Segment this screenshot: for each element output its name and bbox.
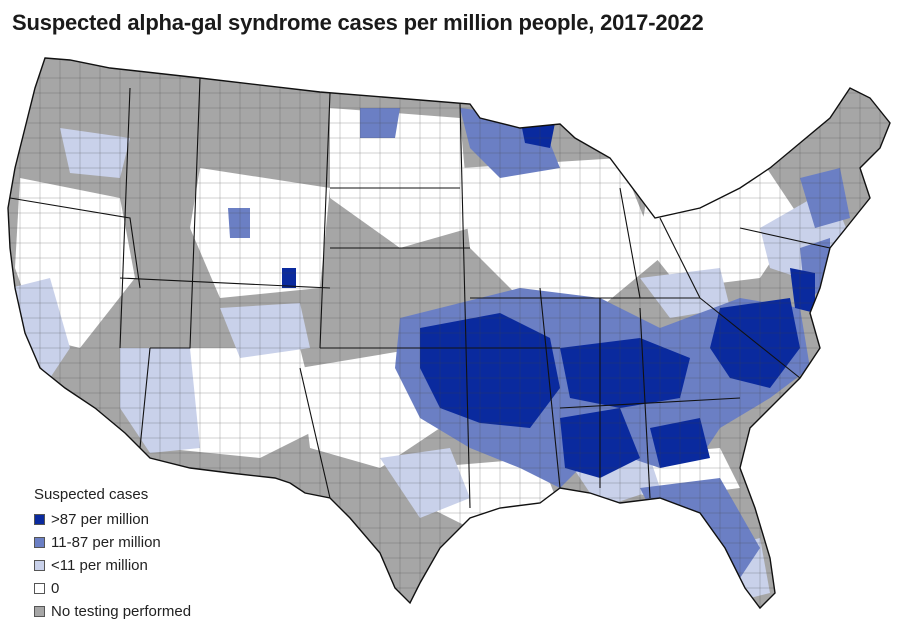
legend-swatch-zero — [34, 583, 45, 594]
legend-label-high: >87 per million — [51, 511, 149, 528]
legend-swatch-no-testing — [34, 606, 45, 617]
map-legend: Suspected cases >87 per million 11-87 pe… — [34, 486, 191, 623]
legend-item-zero: 0 — [34, 577, 191, 600]
legend-item-high: >87 per million — [34, 508, 191, 531]
legend-item-low: <11 per million — [34, 554, 191, 577]
legend-label-zero: 0 — [51, 580, 60, 597]
legend-item-mid: 11-87 per million — [34, 531, 191, 554]
map-title: Suspected alpha-gal syndrome cases per m… — [12, 10, 704, 35]
state-boundaries — [9, 77, 831, 509]
legend-swatch-mid — [34, 537, 45, 548]
legend-title: Suspected cases — [34, 486, 149, 503]
county-boundaries — [8, 58, 890, 608]
choropleth-map — [0, 48, 897, 643]
legend-label-mid: 11-87 per million — [51, 534, 161, 551]
legend-swatch-low — [34, 560, 45, 571]
legend-label-no-testing: No testing performed — [51, 603, 192, 620]
legend-swatch-high — [34, 514, 45, 525]
legend-item-no-testing: No testing performed — [34, 600, 191, 623]
legend-label-low: <11 per million — [51, 557, 148, 574]
